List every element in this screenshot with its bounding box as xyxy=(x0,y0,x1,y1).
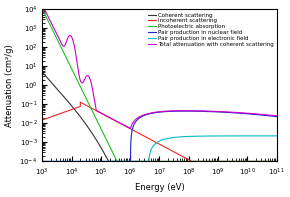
Legend: Coherent scattering, Incoherent scattering, Photoelectric absorption, Pair produ: Coherent scattering, Incoherent scatteri… xyxy=(147,12,274,47)
Y-axis label: Attenuation (cm²/g): Attenuation (cm²/g) xyxy=(5,44,14,127)
X-axis label: Energy (eV): Energy (eV) xyxy=(135,183,184,192)
